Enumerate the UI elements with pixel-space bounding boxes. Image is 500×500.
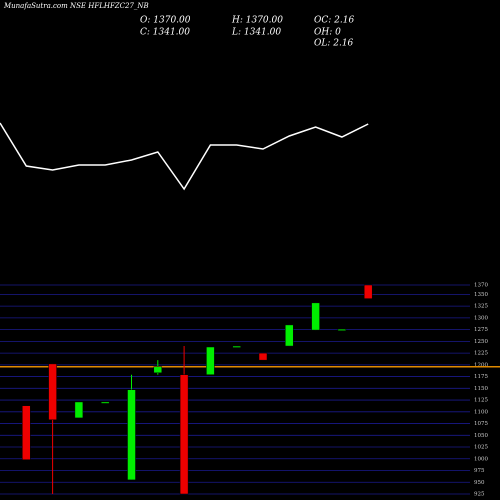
info-high: H: 1370.00 xyxy=(231,16,283,26)
info-oc: OC: 2.16 xyxy=(314,16,354,26)
y-tick-label: 1275 xyxy=(474,327,488,333)
info-close: C: 1341.00 xyxy=(140,28,190,38)
y-tick-label: 1125 xyxy=(474,398,488,404)
info-open: O: 1370.00 xyxy=(140,16,191,26)
y-tick-label: 1370 xyxy=(474,283,488,289)
y-tick-label: 1000 xyxy=(474,456,488,462)
y-tick-label: 1200 xyxy=(474,362,488,368)
candle-body xyxy=(285,324,294,347)
candle-body xyxy=(74,401,84,419)
candle-body xyxy=(127,389,136,481)
y-tick-label: 1050 xyxy=(474,433,488,439)
candle-body xyxy=(179,374,189,495)
y-tick-label: 1150 xyxy=(474,386,488,392)
candle-body xyxy=(311,302,320,331)
candle-body xyxy=(100,401,110,404)
y-tick-label: 950 xyxy=(474,480,485,486)
info-oh: OH: 0 xyxy=(314,28,341,38)
y-tick-label: 1075 xyxy=(474,421,488,427)
candle-body xyxy=(22,405,31,460)
y-tick-label: 1300 xyxy=(474,315,488,321)
info-low: L: 1341.00 xyxy=(231,28,281,38)
chart-title: MunafaSutra.com NSE HFLHFZC27_NB xyxy=(3,2,149,10)
y-tick-label: 1250 xyxy=(474,339,488,345)
info-ol: OL: 2.16 xyxy=(314,39,354,49)
candle-body xyxy=(48,363,57,421)
y-tick-label: 1325 xyxy=(474,304,488,310)
candle-body xyxy=(258,352,268,361)
y-tick-label: 925 xyxy=(474,492,485,498)
y-tick-label: 1100 xyxy=(474,409,488,415)
candle-body xyxy=(232,345,241,348)
y-tick-label: 975 xyxy=(474,468,485,474)
y-tick-label: 1025 xyxy=(474,445,488,451)
candle-body xyxy=(153,366,163,374)
candle-body xyxy=(337,328,347,331)
candle-body xyxy=(363,284,373,299)
line-series xyxy=(0,122,369,191)
y-tick-label: 1350 xyxy=(474,292,488,298)
candle-body xyxy=(206,346,215,375)
y-tick-label: 1175 xyxy=(474,374,488,380)
y-tick-label: 1225 xyxy=(474,351,488,357)
